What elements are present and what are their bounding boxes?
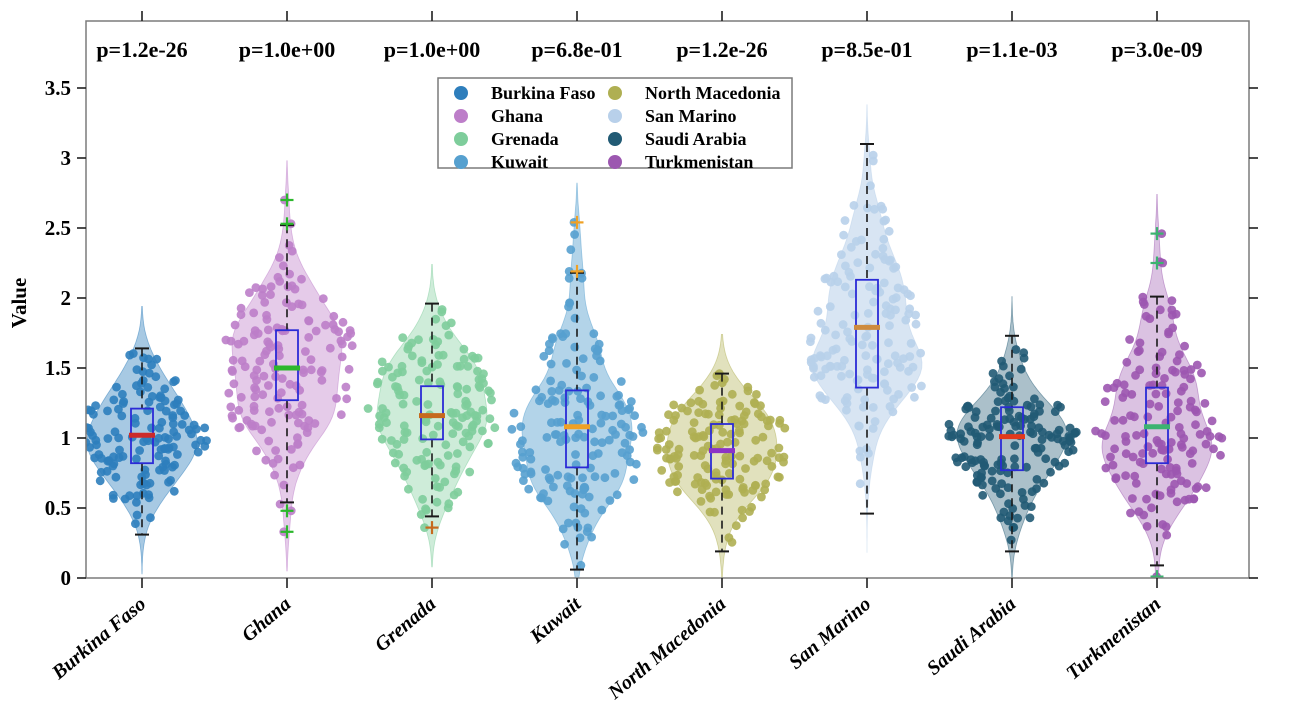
violin-group-turkmenistan bbox=[1091, 194, 1227, 578]
p-value-label: p=1.1e-03 bbox=[966, 37, 1057, 62]
violin-group-saudi-arabia bbox=[944, 296, 1081, 578]
outlier-plus-icon bbox=[1150, 256, 1164, 270]
p-value-label: p=1.0e+00 bbox=[384, 37, 481, 62]
legend-marker-icon bbox=[608, 155, 622, 169]
legend-item-san-marino: San Marino bbox=[608, 106, 737, 126]
outlier-plus-icon bbox=[1150, 570, 1164, 578]
scatter-points bbox=[806, 150, 926, 489]
legend-item-saudi-arabia: Saudi Arabia bbox=[608, 129, 747, 149]
outlier-plus-icon bbox=[280, 193, 294, 207]
legend-label: Burkina Faso bbox=[491, 83, 596, 103]
x-tick-label: San Marino bbox=[785, 593, 875, 674]
outlier-plus-icon bbox=[280, 217, 294, 231]
p-value-label: p=8.5e-01 bbox=[821, 37, 912, 62]
legend-label: Turkmenistan bbox=[645, 152, 753, 172]
legend-item-burkina-faso: Burkina Faso bbox=[454, 83, 596, 103]
y-tick-label: 0.5 bbox=[45, 496, 71, 520]
outlier-plus-icon bbox=[280, 504, 294, 518]
legend-item-grenada: Grenada bbox=[454, 129, 559, 149]
p-value-label: p=1.0e+00 bbox=[239, 37, 336, 62]
y-tick-label: 3 bbox=[61, 146, 72, 170]
p-value-label: p=1.2e-26 bbox=[676, 37, 767, 62]
legend-marker-icon bbox=[608, 109, 622, 123]
x-tick-label: Grenada bbox=[371, 593, 440, 656]
x-tick-label: Kuwait bbox=[525, 592, 586, 648]
y-axis-title: Value bbox=[7, 278, 31, 329]
violin-group-kuwait bbox=[507, 182, 648, 578]
outlier-plus-icon bbox=[425, 521, 439, 535]
box bbox=[275, 329, 299, 402]
y-tick-label: 0 bbox=[61, 566, 72, 590]
scatter-points bbox=[363, 305, 500, 532]
violin-group-grenada bbox=[363, 264, 500, 568]
scatter-points bbox=[653, 369, 790, 547]
p-value-label: p=1.2e-26 bbox=[96, 37, 187, 62]
outlier-plus-icon bbox=[570, 215, 584, 229]
legend-marker-icon bbox=[608, 86, 622, 100]
legend-marker-icon bbox=[608, 132, 622, 146]
legend: Burkina Faso Ghana Grenada Kuwait North Mace… bbox=[437, 77, 793, 172]
p-value-label: p=6.8e-01 bbox=[531, 37, 622, 62]
scatter-points bbox=[507, 218, 648, 570]
legend-item-north-macedonia: North Macedonia bbox=[608, 83, 780, 103]
legend-marker-icon bbox=[454, 132, 468, 146]
violin-group-san-marino bbox=[806, 104, 926, 553]
y-tick-label: 2 bbox=[61, 286, 72, 310]
x-tick-label: Burkina Faso bbox=[47, 593, 150, 684]
x-tick-label: Saudi Arabia bbox=[923, 593, 1020, 680]
outlier-plus-icon bbox=[280, 525, 294, 539]
legend-label: Grenada bbox=[491, 129, 559, 149]
violin-group-ghana bbox=[221, 160, 357, 572]
y-tick-label: 3.5 bbox=[45, 76, 71, 100]
box bbox=[855, 278, 879, 389]
x-tick-label: Turkmenistan bbox=[1062, 593, 1165, 684]
violins-layer bbox=[86, 104, 1227, 578]
box bbox=[420, 385, 444, 441]
plot-frame bbox=[85, 20, 1250, 579]
outlier-plus-icon bbox=[570, 264, 584, 278]
legend-marker-icon bbox=[454, 109, 468, 123]
legend-item-kuwait: Kuwait bbox=[454, 152, 548, 172]
violin-group-burkina-faso bbox=[86, 306, 211, 575]
legend-marker-icon bbox=[454, 86, 468, 100]
x-tick-label: Ghana bbox=[238, 593, 296, 646]
legend-label: North Macedonia bbox=[645, 83, 780, 103]
outlier-plus-icon bbox=[1150, 227, 1164, 241]
legend-marker-icon bbox=[454, 155, 468, 169]
legend-item-turkmenistan: Turkmenistan bbox=[608, 152, 753, 172]
legend-label: Kuwait bbox=[491, 152, 548, 172]
legend-item-ghana: Ghana bbox=[454, 106, 543, 126]
y-tick-label: 2.5 bbox=[45, 216, 71, 240]
p-value-label: p=3.0e-09 bbox=[1111, 37, 1202, 62]
x-tick-label: North Macedonia bbox=[603, 593, 730, 704]
scatter-points bbox=[221, 195, 357, 537]
legend-label: Ghana bbox=[491, 106, 543, 126]
y-tick-label: 1 bbox=[61, 426, 72, 450]
y-tick-label: 1.5 bbox=[45, 356, 71, 380]
violin-group-north-macedonia bbox=[653, 334, 790, 578]
legend-label: Saudi Arabia bbox=[645, 129, 747, 149]
legend-label: San Marino bbox=[645, 106, 737, 126]
p-value-row: p=1.2e-26 p=1.0e+00 p=1.0e+00 p=6.8e-01 p=1.… bbox=[96, 37, 1202, 62]
